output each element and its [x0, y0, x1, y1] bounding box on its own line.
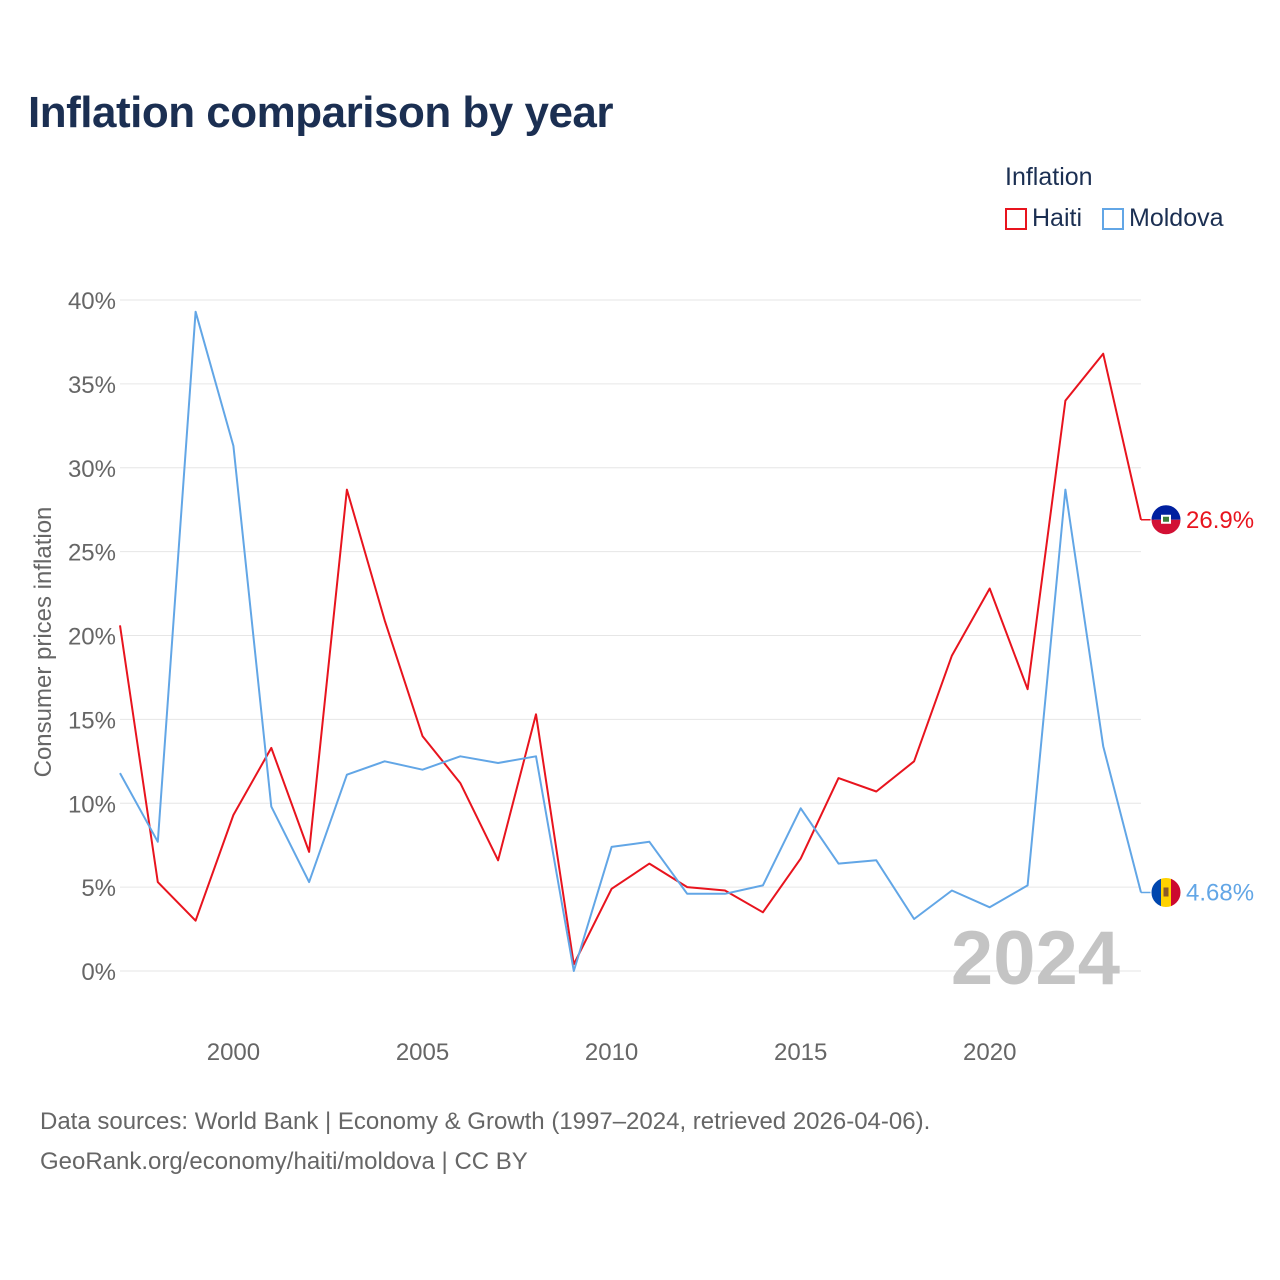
y-tick-label: 25% — [68, 540, 116, 567]
y-tick-label: 20% — [68, 624, 116, 651]
legend-label-haiti: Haiti — [1032, 204, 1083, 232]
legend-label-moldova: Moldova — [1129, 204, 1224, 232]
y-tick-label: 5% — [81, 875, 116, 902]
legend-title: Inflation — [1005, 163, 1093, 191]
legend-item-haiti[interactable]: Haiti — [1005, 204, 1082, 233]
x-tick-label: 2000 — [207, 1039, 260, 1066]
x-tick-label: 2020 — [963, 1039, 1016, 1066]
legend-swatch-haiti — [1005, 207, 1027, 230]
y-tick-label: 10% — [68, 791, 116, 818]
end-labels: 26.9% 4.68% — [1141, 504, 1254, 908]
y-tick-label: 30% — [68, 456, 116, 483]
x-axis-ticks: 2000 2005 2010 2015 2020 — [207, 1039, 1017, 1066]
y-tick-label: 40% — [68, 288, 116, 315]
gridlines — [120, 299, 1141, 972]
series-line-moldova[interactable] — [119, 310, 1142, 972]
x-tick-label: 2005 — [396, 1039, 449, 1066]
series-lines — [119, 310, 1142, 972]
series-line-haiti[interactable] — [119, 352, 1142, 966]
source-text: Data sources: World Bank | Economy & Gro… — [40, 1108, 931, 1135]
legend-item-moldova[interactable]: Moldova — [1102, 204, 1224, 233]
y-tick-label: 35% — [68, 372, 116, 399]
year-watermark: 2024 — [951, 916, 1120, 1001]
end-value-label-haiti: 26.9% — [1186, 507, 1254, 534]
y-tick-label: 0% — [81, 959, 116, 986]
x-tick-label: 2010 — [585, 1039, 638, 1066]
haiti-flag-icon — [1150, 504, 1182, 536]
legend-swatch-moldova — [1102, 207, 1125, 230]
chart-title: Inflation comparison by year — [28, 88, 614, 137]
end-value-label-moldova: 4.68% — [1186, 879, 1254, 906]
x-tick-label: 2015 — [774, 1039, 827, 1066]
moldova-flag-icon — [1150, 876, 1182, 908]
y-axis-label: Consumer prices inflation — [30, 507, 57, 778]
legend: Inflation Haiti Moldova — [1005, 163, 1224, 233]
y-axis-ticks: 0% 5% 10% 15% 20% 25% 30% 35% 40% — [68, 288, 116, 986]
y-tick-label: 15% — [68, 707, 116, 734]
source-link[interactable]: GeoRank.org/economy/haiti/moldova | CC B… — [40, 1148, 528, 1175]
